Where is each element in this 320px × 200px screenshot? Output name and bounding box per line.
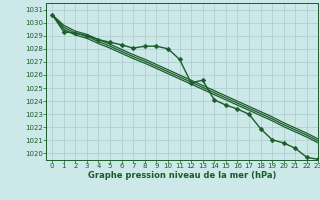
X-axis label: Graphe pression niveau de la mer (hPa): Graphe pression niveau de la mer (hPa) bbox=[88, 171, 276, 180]
